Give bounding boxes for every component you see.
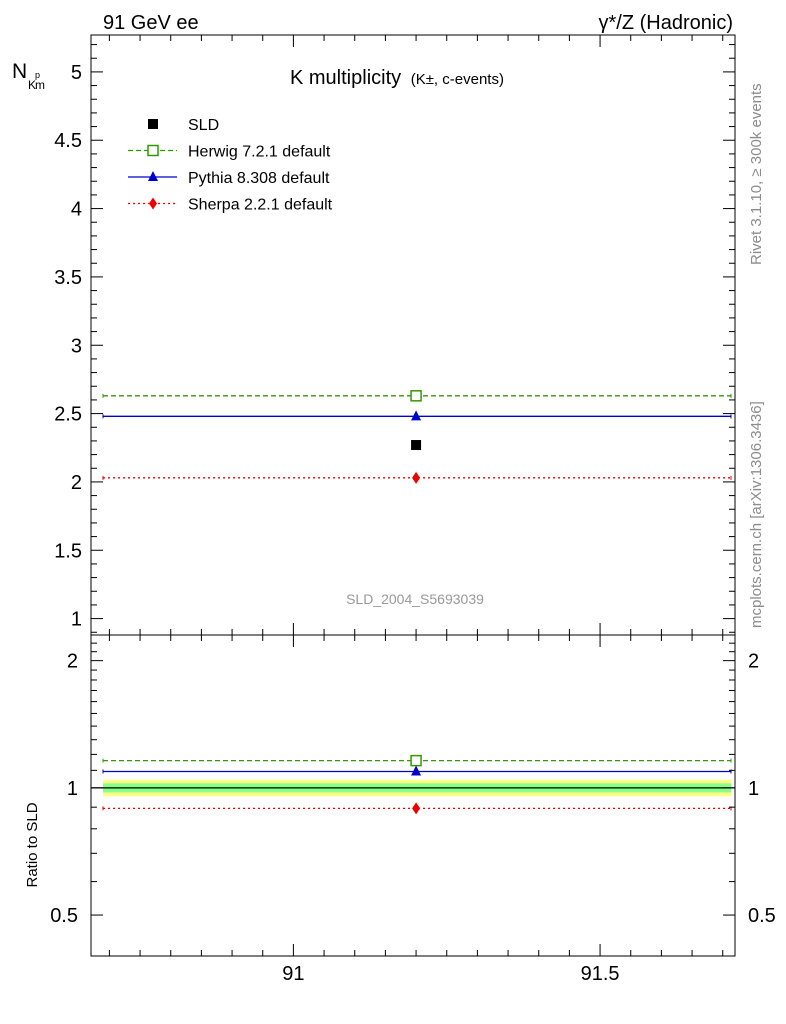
main-ytick-label: 1.5	[54, 540, 82, 562]
main-ytick-label: 3	[71, 335, 82, 357]
main-ytick-label: 2.5	[54, 404, 82, 426]
legend-herwig-marker	[147, 144, 159, 157]
ratio-ytick-label-right: 1	[748, 778, 759, 800]
main-ytick-label: 1	[71, 609, 82, 631]
main-ytick-label: 5	[71, 62, 82, 84]
legend-sherpa-label: Sherpa 2.2.1 default	[188, 197, 333, 214]
header-right: γ*/Z (Hadronic)	[599, 12, 733, 34]
main-herwig-marker	[410, 390, 422, 402]
main-ytick-label: 3.5	[54, 267, 82, 289]
ratio-ticks: 0.5 0.5 1 1 2 2 91 91.5	[50, 635, 776, 985]
ratio-ytick-label-left: 1	[67, 778, 78, 800]
legend-data-label: SLD	[188, 117, 219, 134]
chart-title-main: K multiplicity	[290, 67, 401, 89]
legend: SLD Herwig 7.2.1 default Pythia 8.308 defa…	[128, 117, 333, 214]
ratio-series	[102, 754, 732, 815]
mcplots-label: mcplots.cern.ch [arXiv:1306.3436]	[748, 401, 765, 628]
watermark: SLD_2004_S5693039	[346, 591, 484, 607]
ratio-ytick-label-left: 0.5	[50, 905, 78, 927]
ratio-ytick-label-right: 2	[748, 651, 759, 673]
ratio-ytick-label-right: 0.5	[748, 905, 776, 927]
legend-herwig-label: Herwig 7.2.1 default	[188, 144, 331, 161]
ratio-band	[91, 779, 735, 797]
main-data-marker	[411, 440, 422, 451]
ratio-sherpa-marker	[412, 802, 421, 815]
ratio-herwig-marker	[410, 754, 422, 767]
main-series	[102, 390, 732, 484]
main-ytick-label: 4	[71, 199, 82, 221]
main-ticks: 1 1.5 2 2.5 3 3.5 4 4.5 5	[54, 35, 735, 635]
ratio-ylabel: Ratio to SLD	[24, 802, 41, 887]
legend-pythia-label: Pythia 8.308 default	[188, 170, 330, 187]
ylabel-main: N	[12, 60, 27, 83]
header-left: 91 GeV ee	[103, 12, 199, 34]
ylabel-sup: p	[35, 70, 40, 80]
xtick-label: 91	[282, 963, 304, 985]
ylabel-sub1: K	[28, 78, 36, 92]
legend-pythia-marker	[148, 171, 158, 181]
main-pythia-marker	[411, 410, 422, 421]
ratio-panel: 0.5 0.5 1 1 2 2 91 91.5	[50, 634, 776, 985]
legend-data-marker	[148, 119, 158, 129]
y-axis-label-main: N K p m	[12, 60, 45, 92]
main-sherpa-marker	[412, 471, 421, 484]
main-ytick-label: 2	[71, 472, 82, 494]
main-ytick-label: 4.5	[54, 130, 82, 152]
chart-title-sub: (K±, c-events)	[411, 71, 504, 88]
ratio-ytick-label-left: 2	[67, 651, 78, 673]
legend-sherpa-marker	[149, 197, 157, 210]
ratio-frame	[90, 634, 736, 957]
main-panel: 1 1.5 2 2.5 3 3.5 4 4.5 5 K multiplicity (K±, c-…	[54, 34, 736, 636]
ratio-pythia-marker	[411, 765, 422, 776]
chart-title: K multiplicity (K±, c-events)	[290, 67, 504, 89]
rivet-label: Rivet 3.1.10, ≥ 300k events	[748, 83, 765, 265]
ylabel-sub2: m	[35, 78, 45, 92]
xtick-label: 91.5	[581, 963, 620, 985]
